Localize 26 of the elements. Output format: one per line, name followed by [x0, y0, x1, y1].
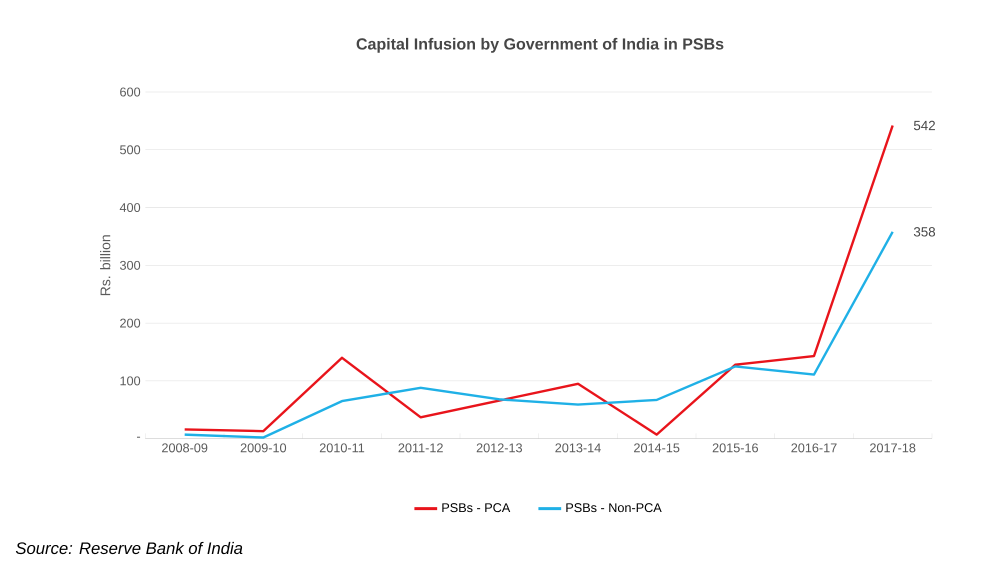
y-tick-label: 400 [120, 203, 140, 212]
data-label: 358 [914, 227, 936, 237]
x-tick-label: 2011-12 [398, 444, 443, 453]
x-tick-label: 2016-17 [791, 444, 837, 453]
x-tick-label: 2013-14 [555, 444, 601, 453]
y-tick-label: - [136, 436, 140, 438]
x-tick-label: 2014-15 [634, 444, 680, 453]
y-tick-label: 500 [120, 145, 140, 154]
y-tick-label: 300 [120, 261, 140, 270]
y-tick-label: 100 [120, 376, 140, 386]
legend-label: PSBs - Non-PCA [566, 503, 662, 512]
x-tick-label: 2010-11 [320, 444, 364, 453]
y-axis-title: Rs. billion [100, 235, 110, 296]
text: Source: Reserve Bank of India [16, 542, 242, 554]
y-tick-label: 200 [120, 318, 140, 328]
legend-label: PSBs - PCA [442, 503, 510, 512]
x-tick-label: 2008-09 [162, 444, 208, 453]
line-series [183, 230, 894, 439]
chart-title: Capital Infusion by Government of India in PSBs [356, 38, 724, 53]
x-tick-label: 2012-13 [476, 444, 522, 453]
line-series [183, 124, 894, 436]
x-tick-label: 2009-10 [240, 444, 286, 453]
x-tick-label: 2017-18 [870, 444, 916, 453]
y-tick-label: 600 [120, 88, 140, 97]
x-tick-label: 2015-16 [712, 444, 758, 453]
data-label: 542 [914, 120, 935, 130]
